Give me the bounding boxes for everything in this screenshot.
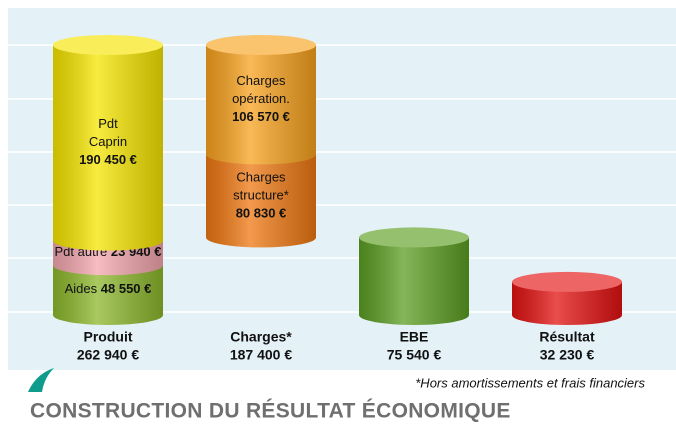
segment-name: structure* [233, 187, 289, 202]
footnote: *Hors amortissements et frais financiers [415, 375, 645, 390]
segment-name: opération. [232, 91, 290, 106]
total-label: 75 540 € [387, 347, 442, 363]
segment-value: 48 550 € [101, 282, 152, 297]
shade [512, 281, 622, 325]
shade [359, 237, 469, 325]
segment-name: Aides [65, 282, 98, 297]
logo [28, 368, 54, 392]
x-tick-label: EBE [400, 329, 429, 345]
shade [206, 154, 316, 248]
cylinder-top [512, 271, 622, 292]
cylinder-top [53, 35, 163, 55]
x-tick-label: Résultat [539, 329, 595, 345]
shade [53, 45, 163, 251]
segment-value: 80 830 € [236, 205, 287, 220]
segment-label: Aides 48 550 € [65, 282, 152, 297]
shade [206, 45, 316, 165]
shade [53, 265, 163, 325]
total-label: 32 230 € [540, 347, 595, 363]
segment-name: Caprin [89, 134, 127, 149]
segment-value: 106 570 € [232, 109, 290, 124]
cylinder-top [206, 35, 316, 55]
total-label: 187 400 € [230, 347, 292, 363]
x-tick-label: Charges* [230, 329, 292, 345]
x-tick-label: Produit [84, 329, 133, 345]
segment-name: Charges [236, 73, 286, 88]
segment-name: Charges [236, 169, 286, 184]
cylinder-top [359, 227, 469, 248]
cylinders: Aides 48 550 €Pdt autre 23 940 €PdtCapri… [53, 35, 622, 363]
segment-value: 190 450 € [79, 152, 137, 167]
segment-name: Pdt [98, 116, 118, 131]
total-label: 262 940 € [77, 347, 139, 363]
chart-title: CONSTRUCTION DU RÉSULTAT ÉCONOMIQUE [30, 400, 511, 423]
